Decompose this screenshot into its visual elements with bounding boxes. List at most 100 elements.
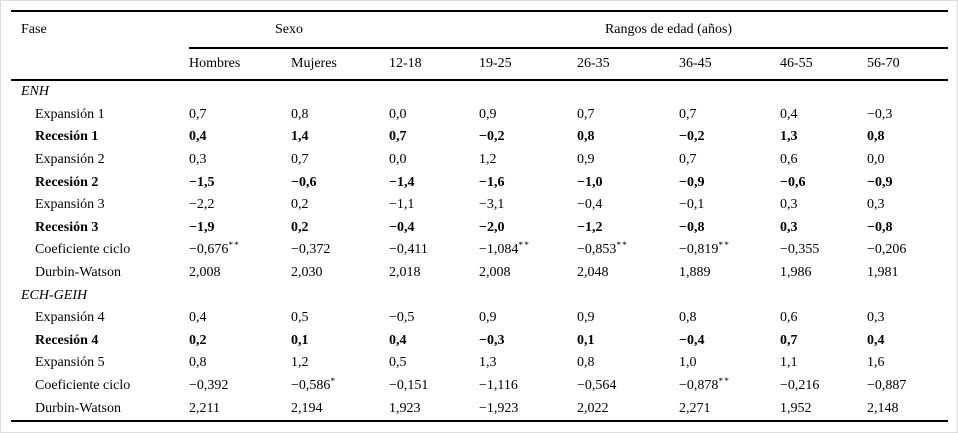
cell-value: 0,0 (389, 106, 407, 122)
value-cell: 1,3 (479, 352, 577, 375)
row-label: Expansión 3 (35, 197, 105, 213)
significance-stars: * (330, 377, 337, 388)
value-cell: −1,5 (189, 171, 291, 194)
value-cell: 1,1 (780, 352, 867, 375)
cell-value: −0,887 (867, 378, 907, 394)
cell-value: −0,4 (679, 332, 705, 348)
value-cell: −0,887 (867, 375, 948, 398)
cell-value: −0,564 (577, 378, 617, 394)
value-cell: −0,819** (679, 239, 780, 262)
cell-value: 0,2 (189, 332, 207, 348)
value-cell: 1,0 (679, 352, 780, 375)
cell-value: −0,4 (577, 197, 603, 213)
col-header-mujeres: Mujeres (291, 48, 389, 81)
col-header-46-55: 46-55 (780, 48, 867, 81)
value-cell: 2,194 (291, 397, 389, 421)
value-cell: −0,853** (577, 239, 679, 262)
cell-value: 0,0 (389, 152, 407, 168)
value-cell: −0,1 (679, 194, 780, 217)
value-cell: 0,5 (389, 352, 479, 375)
cell-value: 0,7 (679, 152, 697, 168)
value-cell: 0,7 (577, 104, 679, 127)
value-cell: 0,3 (867, 194, 948, 217)
statistics-table: Fase Sexo Rangos de edad (años) Hombres M… (11, 10, 949, 422)
section-row: ECH-GEIH (11, 284, 948, 307)
row-label: Expansión 4 (35, 310, 105, 326)
value-cell: 1,6 (867, 352, 948, 375)
cell-value: −0,9 (867, 174, 893, 190)
value-cell: 2,048 (577, 262, 679, 285)
value-cell: −1,116 (479, 375, 577, 398)
col-header-12-18: 12-18 (389, 48, 479, 81)
value-cell: 2,008 (189, 262, 291, 285)
value-cell: 0,8 (867, 126, 948, 149)
cell-value: −1,4 (389, 174, 415, 190)
significance-stars: ** (518, 241, 530, 252)
value-cell: −0,6 (780, 171, 867, 194)
cell-value: −0,586 (291, 378, 331, 394)
table-row: Recesión 3 −1,9 0,2 −0,4 −2,0 −1,2 −0,8 0,3 −0,8 (11, 217, 948, 240)
cell-value: 0,5 (389, 355, 407, 371)
row-label: Recesión 1 (35, 129, 99, 145)
value-cell: 2,022 (577, 397, 679, 421)
value-cell: −0,8 (679, 217, 780, 240)
value-cell: 0,4 (867, 330, 948, 353)
value-cell: 0,8 (577, 126, 679, 149)
cell-value: −0,4 (389, 219, 415, 235)
cell-value: 0,4 (867, 332, 885, 348)
value-cell: −0,564 (577, 375, 679, 398)
value-cell: −0,2 (679, 126, 780, 149)
value-cell: 2,148 (867, 397, 948, 421)
cell-value: 1,6 (867, 355, 885, 371)
col-header-19-25: 19-25 (479, 48, 577, 81)
significance-stars: ** (616, 241, 628, 252)
value-cell: 0,8 (189, 352, 291, 375)
row-label: Coeficiente ciclo (35, 378, 131, 394)
value-cell: 1,986 (780, 262, 867, 285)
value-cell: 0,0 (867, 149, 948, 172)
table-row: Coeficiente ciclo −0,392 −0,586* −0,151 −1,1… (11, 375, 948, 398)
cell-value: −1,1 (389, 197, 415, 213)
table-row: Expansión 4 0,4 0,5 −0,5 0,9 0,9 0,8 0,6 0,3 (11, 307, 948, 330)
value-cell: 0,2 (291, 217, 389, 240)
value-cell: 0,0 (389, 104, 479, 127)
row-label: Recesión 4 (35, 332, 99, 348)
cell-value: 2,018 (389, 265, 421, 281)
value-cell: 0,3 (780, 194, 867, 217)
cell-value: −0,878 (679, 378, 719, 394)
cell-value: 0,4 (780, 106, 798, 122)
cell-value: 0,7 (389, 129, 407, 145)
value-cell: 0,7 (679, 149, 780, 172)
cell-value: −1,9 (189, 219, 215, 235)
cell-value: 1,3 (479, 355, 497, 371)
value-cell: 0,8 (577, 352, 679, 375)
cell-value: −1,5 (189, 174, 215, 190)
cell-value: 0,7 (780, 332, 798, 348)
cell-value: 0,2 (291, 197, 309, 213)
cell-value: 0,6 (780, 152, 798, 168)
cell-value: −2,0 (479, 219, 505, 235)
cell-value: 0,8 (577, 355, 595, 371)
table-body: ENH Expansión 1 0,7 0,8 0,0 0,9 0,7 0,7 0,4 −0,3 R… (11, 80, 948, 421)
cell-value: −0,2 (679, 129, 705, 145)
value-cell: −0,151 (389, 375, 479, 398)
cell-value: −0,392 (189, 378, 229, 394)
value-cell: 2,008 (479, 262, 577, 285)
cell-value: −1,084 (479, 242, 519, 258)
cell-value: 0,3 (867, 310, 885, 326)
value-cell: 0,6 (780, 307, 867, 330)
value-cell: −0,216 (780, 375, 867, 398)
value-cell: −1,6 (479, 171, 577, 194)
value-cell: 0,3 (780, 217, 867, 240)
row-label: Durbin-Watson (35, 265, 121, 281)
cell-value: −0,8 (867, 219, 893, 235)
value-cell: 0,3 (867, 307, 948, 330)
cell-value: 0,9 (577, 152, 595, 168)
row-label: Expansión 1 (35, 106, 105, 122)
cell-value: 0,4 (389, 332, 407, 348)
value-cell: −0,5 (389, 307, 479, 330)
value-cell: 0,7 (291, 149, 389, 172)
cell-value: −0,8 (679, 219, 705, 235)
value-cell: 0,6 (780, 149, 867, 172)
